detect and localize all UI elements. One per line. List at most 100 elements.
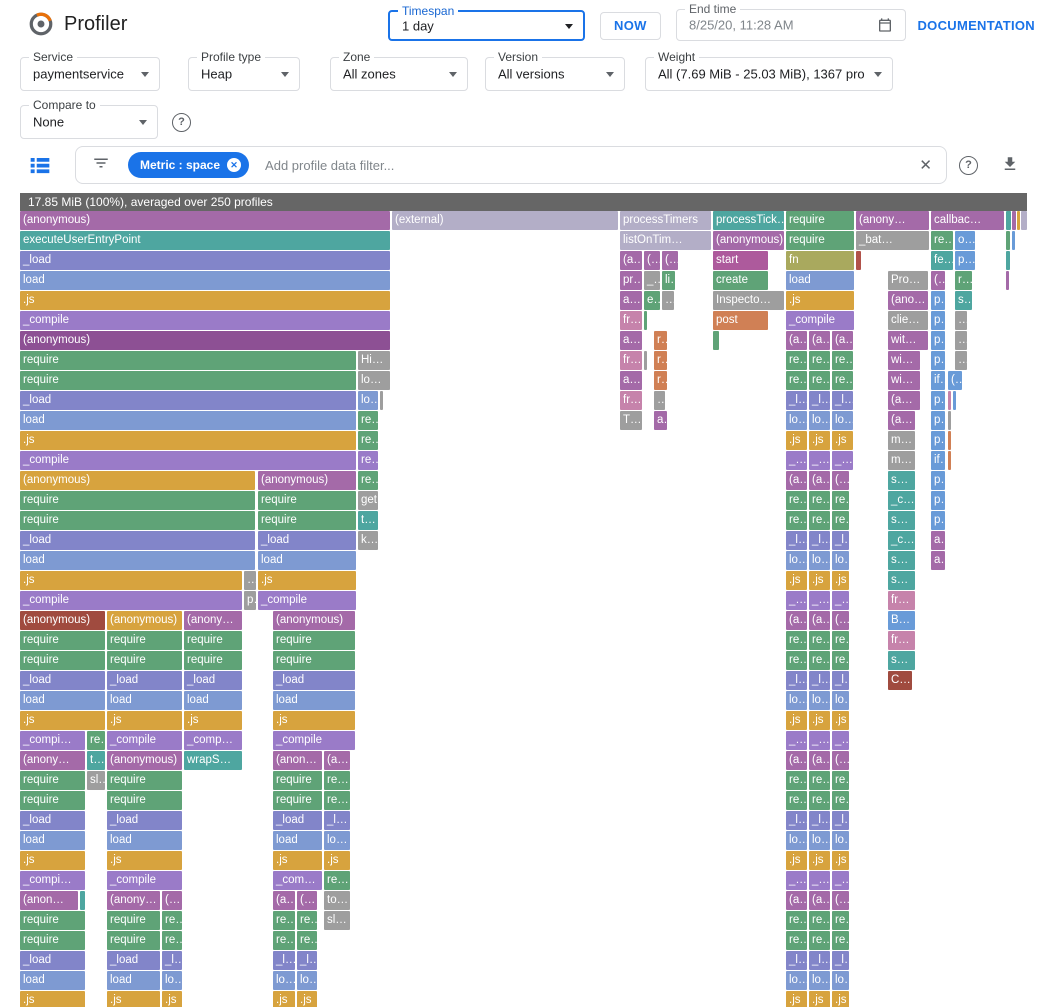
flame-block[interactable]: load xyxy=(20,971,85,990)
flame-block[interactable]: .js xyxy=(258,571,356,590)
clear-filter-icon[interactable]: ✕ xyxy=(919,157,932,174)
flame-block[interactable]: .js xyxy=(786,571,807,590)
flame-block[interactable]: load xyxy=(107,691,182,710)
flame-block[interactable]: re… xyxy=(832,911,849,930)
flame-block[interactable]: _l… xyxy=(786,531,807,550)
flame-block[interactable]: re… xyxy=(809,651,830,670)
flame-block[interactable]: _compile xyxy=(20,451,356,470)
flame-block[interactable]: _l… xyxy=(324,811,350,830)
flame-block[interactable]: _compile xyxy=(107,731,182,750)
flame-block[interactable]: lo… xyxy=(832,831,849,850)
flame-block[interactable]: re… xyxy=(809,491,830,510)
flame-block[interactable]: .js xyxy=(297,991,317,1007)
flame-block[interactable]: fn xyxy=(786,251,854,270)
flame-block[interactable]: _… xyxy=(832,871,849,890)
flame-block[interactable]: load xyxy=(20,271,390,290)
flame-block[interactable]: callbac… xyxy=(931,211,1004,230)
flame-block[interactable]: re… xyxy=(358,411,378,430)
flame-block[interactable]: T… xyxy=(620,411,642,430)
flame-block[interactable]: _compi… xyxy=(20,731,85,750)
flame-block[interactable]: p… xyxy=(931,511,945,530)
flame-block[interactable]: re… xyxy=(786,631,807,650)
flame-block[interactable]: p… xyxy=(931,431,945,450)
flame-block[interactable]: re… xyxy=(786,931,807,950)
flame-block[interactable]: _load xyxy=(107,811,182,830)
flame-block[interactable]: wi… xyxy=(888,371,920,390)
weight-select[interactable]: Weight All (7.69 MiB - 25.03 MiB), 1367 … xyxy=(645,50,893,91)
flame-block[interactable]: s… xyxy=(888,651,915,670)
flame-block[interactable]: _com… xyxy=(273,871,322,890)
flame-block[interactable]: _… xyxy=(644,271,660,290)
flame-block[interactable]: (anonymous) xyxy=(713,231,784,250)
flame-block[interactable]: p… xyxy=(931,491,945,510)
flame-block[interactable]: .js xyxy=(20,431,356,450)
chip-close-icon[interactable]: ✕ xyxy=(227,158,242,172)
flame-block[interactable]: (anonymous) xyxy=(258,471,356,490)
flame-block[interactable]: (a… xyxy=(620,251,642,270)
flame-block[interactable]: sl… xyxy=(87,771,105,790)
now-button[interactable]: NOW xyxy=(600,12,661,40)
flame-block[interactable]: _l… xyxy=(786,951,807,970)
flame-block[interactable]: s… xyxy=(888,511,915,530)
flame-block[interactable]: .js xyxy=(273,991,295,1007)
zone-select[interactable]: Zone All zones xyxy=(330,50,468,91)
flame-block[interactable]: re… xyxy=(324,871,350,890)
flame-block[interactable]: .js xyxy=(786,991,807,1007)
flame-block[interactable]: a… xyxy=(931,531,945,550)
flame-block[interactable]: _load xyxy=(107,951,160,970)
flame-block[interactable]: if… xyxy=(931,451,945,470)
flame-block[interactable]: require xyxy=(107,791,182,810)
flame-block[interactable]: lo… xyxy=(809,831,830,850)
flame-block[interactable]: _l… xyxy=(832,811,849,830)
flame-block[interactable]: _compile xyxy=(258,591,356,610)
flame-block[interactable]: .js xyxy=(20,711,105,730)
flame-block[interactable]: … xyxy=(654,391,665,410)
flame-block[interactable]: require xyxy=(107,931,160,950)
flame-block[interactable]: clie… xyxy=(888,311,928,330)
flame-block[interactable]: re… xyxy=(832,771,849,790)
flame-block[interactable]: re… xyxy=(832,931,849,950)
flame-block[interactable]: load xyxy=(107,971,160,990)
flame-block[interactable]: lo… xyxy=(324,831,350,850)
flame-block[interactable]: C… xyxy=(888,671,912,690)
flame-block[interactable]: require xyxy=(20,791,85,810)
flame-block[interactable]: (a… xyxy=(786,751,807,770)
flame-block[interactable]: lo… xyxy=(273,971,295,990)
flame-block[interactable]: _load xyxy=(20,811,85,830)
flame-block[interactable] xyxy=(80,891,85,910)
flame-block[interactable]: .js xyxy=(832,991,849,1007)
flame-block[interactable]: … xyxy=(955,331,967,350)
flame-block[interactable]: _l… xyxy=(832,531,849,550)
flame-block[interactable]: lo… xyxy=(809,551,830,570)
flame-block[interactable]: re… xyxy=(809,931,830,950)
flame-block[interactable]: lo… xyxy=(786,691,807,710)
flame-block[interactable]: _… xyxy=(832,451,853,470)
flame-block[interactable]: re… xyxy=(786,771,807,790)
flame-block[interactable]: _l… xyxy=(162,951,182,970)
flame-block[interactable] xyxy=(1012,231,1015,250)
flame-block[interactable]: _load xyxy=(107,671,182,690)
flame-block[interactable]: s… xyxy=(888,551,915,570)
flame-block[interactable] xyxy=(1006,231,1010,250)
documentation-link[interactable]: DOCUMENTATION xyxy=(917,18,1035,33)
flame-block[interactable]: re… xyxy=(809,631,830,650)
flame-block[interactable]: fr… xyxy=(888,591,915,610)
flame-block[interactable]: re… xyxy=(832,491,849,510)
flame-block[interactable]: re… xyxy=(832,351,853,370)
flame-block[interactable]: re… xyxy=(809,351,830,370)
flame-block[interactable] xyxy=(948,411,951,430)
flame-block[interactable]: _… xyxy=(786,591,807,610)
flame-block[interactable]: _compile xyxy=(273,731,355,750)
flame-block[interactable]: .js xyxy=(324,851,350,870)
end-time-field[interactable]: End time 8/25/20, 11:28 AM xyxy=(676,2,906,41)
flame-block[interactable]: processTimers xyxy=(620,211,711,230)
flame-block[interactable]: require xyxy=(273,791,322,810)
flame-block[interactable]: (anonymous) xyxy=(20,611,105,630)
flame-block[interactable]: (… xyxy=(662,251,678,270)
flame-block[interactable]: require xyxy=(20,771,85,790)
flame-block[interactable]: (anonymous) xyxy=(20,471,255,490)
flame-block[interactable]: (a… xyxy=(786,331,807,350)
flame-block[interactable]: re… xyxy=(832,651,849,670)
flame-block[interactable]: a… xyxy=(620,371,642,390)
flame-block[interactable]: lo… xyxy=(832,971,849,990)
